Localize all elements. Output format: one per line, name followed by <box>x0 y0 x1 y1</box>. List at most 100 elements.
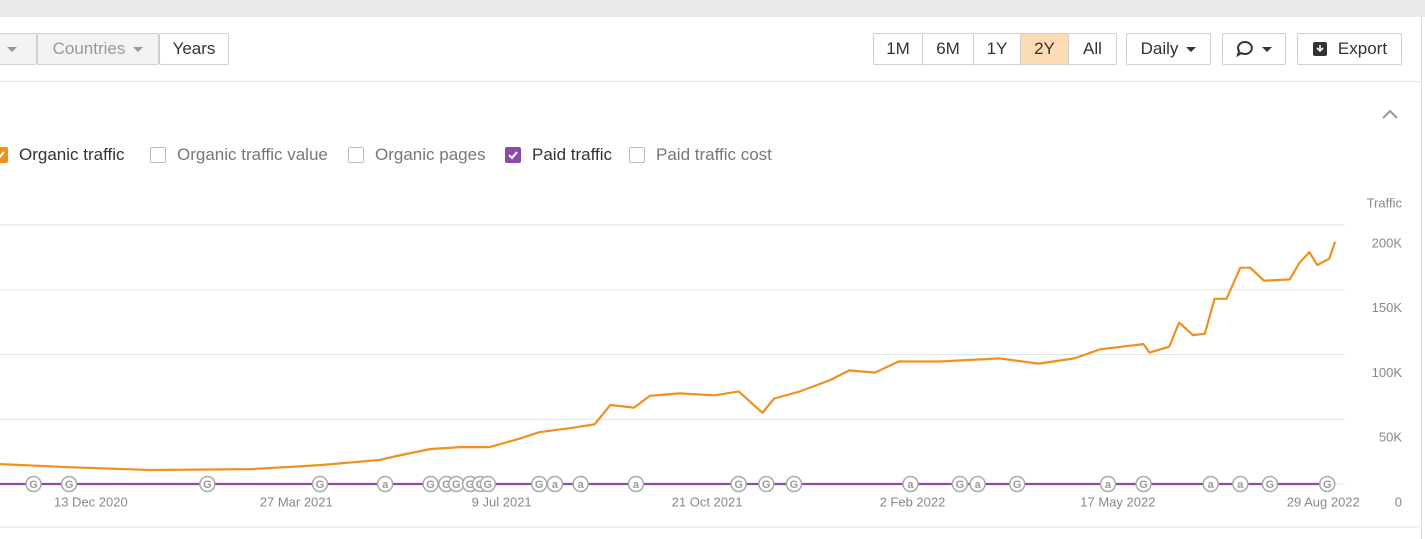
range-button-label: 1M <box>886 39 910 58</box>
legend-item[interactable]: Organic pages <box>348 145 486 164</box>
annotation-label: G <box>535 479 544 491</box>
annotation-label: G <box>734 479 743 491</box>
y-tick-label: 150K <box>1372 300 1403 315</box>
annotation-marker <box>1232 475 1249 493</box>
annotation-label: a <box>975 479 982 491</box>
annotation-marker <box>479 475 497 493</box>
x-tick-label: 9 Jul 2021 <box>472 494 532 509</box>
range-button[interactable]: 1M <box>873 33 923 65</box>
x-tick-label: 27 Mar 2021 <box>260 494 333 509</box>
x-tick-label: 21 Oct 2021 <box>672 494 743 509</box>
y-tick-label: 50K <box>1379 430 1402 445</box>
checkbox[interactable] <box>348 147 364 163</box>
annotation-label: G <box>1013 479 1022 491</box>
annotation-label: G <box>790 479 799 491</box>
legend-label: Paid traffic cost <box>656 145 772 164</box>
annotation-marker <box>546 475 564 493</box>
check <box>0 151 5 159</box>
annotation-marker <box>1261 475 1279 493</box>
comment-icon <box>1236 40 1253 58</box>
collapse-icon[interactable] <box>1382 109 1398 119</box>
check <box>508 151 518 160</box>
legend-item[interactable]: Paid traffic cost <box>629 145 772 164</box>
annotation-label: a <box>382 479 389 491</box>
range-button[interactable]: 6M <box>922 33 974 65</box>
annotation-label: G <box>29 479 38 491</box>
y-axis-label: Traffic <box>1367 195 1403 210</box>
annotation-label: a <box>578 479 585 491</box>
annotation-label: G <box>1323 479 1332 491</box>
annotation-marker <box>25 475 42 493</box>
series-line <box>0 241 1337 472</box>
annotation-marker <box>785 475 803 493</box>
filter-button[interactable]: Years <box>159 33 229 65</box>
legend-item[interactable]: Paid traffic <box>505 145 613 164</box>
annotation-label: G <box>466 479 475 491</box>
filter-button-label: Countries <box>52 39 126 58</box>
range-button-label: 2Y <box>1034 39 1055 58</box>
annotation-marker <box>572 475 589 493</box>
x-tick-label: 13 Dec 2020 <box>54 494 128 509</box>
top-band <box>0 0 1425 17</box>
annotation-label: a <box>552 479 559 491</box>
caret <box>6 46 17 52</box>
caret <box>1262 46 1272 52</box>
annotation-label: a <box>1237 479 1244 491</box>
annotation-marker <box>969 475 986 493</box>
legend-label: Organic traffic value <box>177 145 328 164</box>
annotation-marker <box>311 475 329 493</box>
annotation-marker <box>422 475 439 493</box>
annotation-label: a <box>1208 479 1215 491</box>
checkbox[interactable] <box>629 147 645 163</box>
annotation-label: G <box>316 479 325 491</box>
filter-button[interactable]: s <box>0 33 37 65</box>
annotation-label: G <box>1139 479 1148 491</box>
annotation-marker <box>627 475 645 493</box>
annotation-marker <box>758 475 775 493</box>
range-button-label: All <box>1083 39 1102 58</box>
legend-item[interactable]: Organic traffic <box>0 145 125 164</box>
annotation-marker <box>60 475 78 493</box>
annotation-marker <box>199 475 216 493</box>
annotation-label: G <box>65 479 74 491</box>
annotation-marker <box>902 475 919 493</box>
checkbox[interactable] <box>0 147 8 163</box>
range-button[interactable]: 2Y <box>1020 33 1069 65</box>
checkbox[interactable] <box>150 147 166 163</box>
annotation-label: a <box>1105 479 1112 491</box>
legend-item[interactable]: Organic traffic value <box>150 145 328 164</box>
range-button[interactable]: 1Y <box>973 33 1021 65</box>
range-button-label: 1Y <box>986 39 1008 58</box>
annotation-label: G <box>442 479 451 491</box>
interval-button-label: Daily <box>1140 39 1179 58</box>
annotation-label: G <box>484 479 493 491</box>
x-tick-label: 29 Aug 2022 <box>1287 494 1360 509</box>
annotation-marker <box>1202 475 1219 493</box>
annotation-label: G <box>452 479 461 491</box>
annotation-marker <box>951 475 969 493</box>
filter-button[interactable]: Countries <box>37 33 159 65</box>
y-tick-label: 200K <box>1372 235 1403 250</box>
annotation-marker <box>1318 475 1336 493</box>
annotation-label: G <box>203 479 212 491</box>
y-tick-label: 100K <box>1372 365 1403 380</box>
legend-label: Paid traffic <box>532 145 613 164</box>
annotation-marker <box>1099 475 1117 493</box>
annotation-marker <box>1135 475 1152 493</box>
x-tick-label: 17 May 2022 <box>1080 494 1155 509</box>
checkbox[interactable] <box>505 147 521 163</box>
interval-button[interactable]: Daily <box>1126 33 1211 65</box>
annotation-marker <box>1008 475 1026 493</box>
legend-label: Organic pages <box>375 145 486 164</box>
annotation-label: a <box>907 479 914 491</box>
annotation-marker <box>530 475 548 493</box>
divider <box>0 81 1420 82</box>
range-button[interactable]: All <box>1068 33 1117 65</box>
export-button[interactable]: Export <box>1297 33 1402 65</box>
export-icon <box>1312 42 1327 56</box>
comment-button[interactable] <box>1222 33 1286 65</box>
annotation-marker <box>376 475 394 493</box>
legend-label: Organic traffic <box>19 145 125 164</box>
